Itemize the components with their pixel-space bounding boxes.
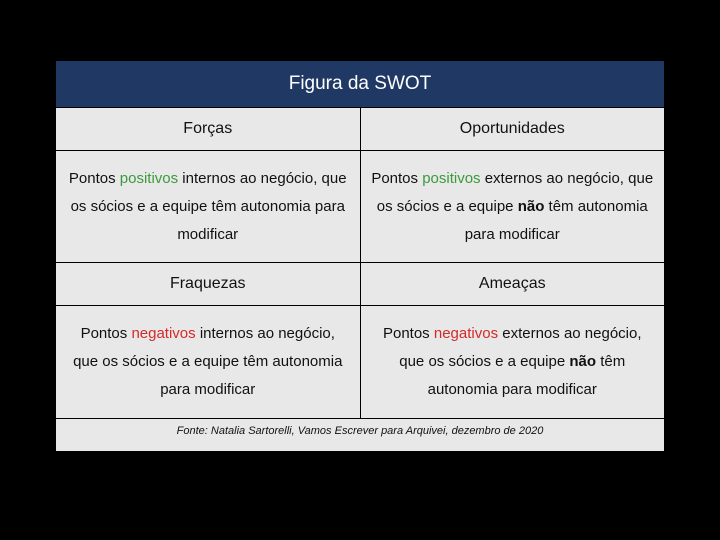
figure-title: Figura da SWOT <box>56 61 665 108</box>
keyword-negative: negativos <box>434 325 498 342</box>
keyword-negative: negativos <box>131 325 195 342</box>
heading-oportunidades: Oportunidades <box>360 108 665 151</box>
swot-table: Figura da SWOT Forças Oportunidades Pont… <box>55 60 665 452</box>
desc-fraquezas: Pontos negativos internos ao negócio, qu… <box>56 306 361 418</box>
keyword-nao: não <box>569 353 596 370</box>
desc-text: Pontos <box>69 170 120 187</box>
desc-ameacas: Pontos negativos externos ao negócio, qu… <box>360 306 665 418</box>
desc-oportunidades: Pontos positivos externos ao negócio, qu… <box>360 151 665 263</box>
heading-forcas: Forças <box>56 108 361 151</box>
desc-forcas: Pontos positivos internos ao negócio, qu… <box>56 151 361 263</box>
heading-fraquezas: Fraquezas <box>56 263 361 306</box>
heading-ameacas: Ameaças <box>360 263 665 306</box>
keyword-positive: positivos <box>120 170 178 187</box>
desc-text: Pontos <box>383 325 434 342</box>
keyword-nao: não <box>518 198 545 215</box>
swot-figure: Figura da SWOT Forças Oportunidades Pont… <box>0 0 720 540</box>
source-citation: Fonte: Natalia Sartorelli, Vamos Escreve… <box>56 418 665 451</box>
keyword-positive: positivos <box>422 170 480 187</box>
desc-text: Pontos <box>371 170 422 187</box>
desc-text: Pontos <box>81 325 132 342</box>
